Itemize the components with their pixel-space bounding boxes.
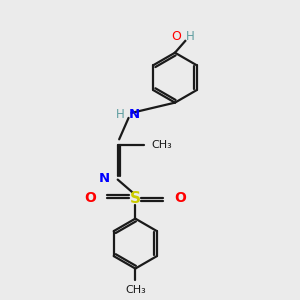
Text: N: N <box>99 172 110 185</box>
Text: CH₃: CH₃ <box>125 285 146 295</box>
Text: S: S <box>130 190 141 206</box>
Text: N: N <box>129 108 140 121</box>
Text: CH₃: CH₃ <box>152 140 172 150</box>
Text: O: O <box>174 191 186 205</box>
Text: O: O <box>172 30 182 43</box>
Text: O: O <box>84 191 96 205</box>
Text: H: H <box>186 30 195 43</box>
Text: H: H <box>116 108 124 121</box>
